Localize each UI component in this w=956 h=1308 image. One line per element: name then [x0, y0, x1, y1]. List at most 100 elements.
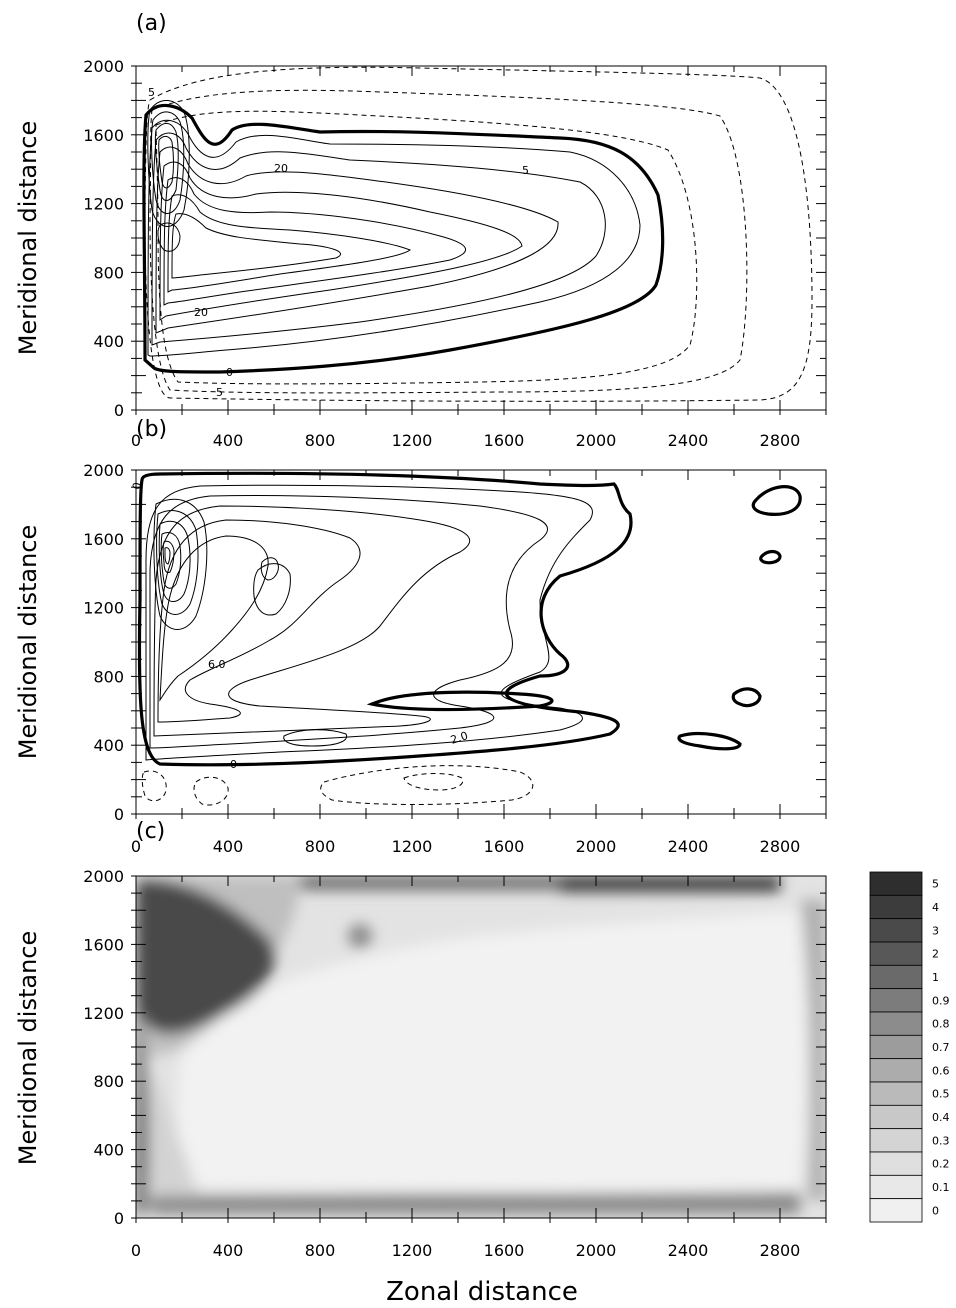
colorbar-swatch — [869, 871, 923, 896]
x-tick-label: 1600 — [484, 431, 525, 450]
colorbar-swatch — [869, 1058, 923, 1083]
panel-a-label: (a) — [136, 11, 167, 36]
colorbar-label: 0.4 — [932, 1111, 950, 1124]
colorbar-swatch — [869, 964, 923, 990]
y-tick-label: 1600 — [83, 530, 124, 549]
colorbar-label: 0.2 — [932, 1158, 950, 1171]
y-tick-label: 0 — [114, 401, 124, 420]
x-tick-label: 2000 — [576, 837, 617, 856]
x-tick-label: 1200 — [392, 1241, 433, 1260]
panel-a-ticks: 0 400 800 1200 1600 2000 2400 2800 0 400 800 1200 16… — [83, 57, 827, 450]
y-tick-label: 1600 — [83, 935, 124, 954]
x-tick-label: 2800 — [760, 431, 801, 450]
x-tick-label: 400 — [213, 431, 244, 450]
contour-label: 2.0 — [449, 729, 470, 747]
heatmap-region — [560, 876, 780, 892]
colorbar-swatch — [869, 988, 923, 1013]
x-tick-label: 2000 — [576, 1241, 617, 1260]
y-tick-label: 1200 — [83, 599, 124, 618]
panel-b: 0 6.0 2.0 0 0 400 800 1200 1600 2000 2400 2800 0… — [14, 417, 827, 856]
colorbar-label: 0.5 — [932, 1088, 950, 1101]
colorbar-label: 0.3 — [932, 1134, 950, 1147]
colorbar-swatch — [869, 1151, 923, 1176]
y-tick-label: 800 — [93, 263, 124, 282]
colorbar-label: 0 — [932, 1204, 939, 1217]
panel-b-contour-labels: 0 6.0 2.0 0 — [130, 481, 469, 771]
colorbar-swatch — [869, 1174, 923, 1200]
heatmap-region — [300, 876, 560, 890]
contour-label: 6.0 — [208, 658, 226, 671]
colorbar-label: 0.7 — [932, 1041, 950, 1054]
contour-label: 0 — [226, 366, 233, 379]
colorbar-label: 0.1 — [932, 1181, 950, 1194]
colorbar-swatch — [869, 1198, 923, 1223]
colorbar: 5 4 3 2 1 0.9 0.8 0.7 0.6 0.5 0.4 0.3 0.2 0.1 0 — [869, 871, 950, 1223]
x-tick-label: 2800 — [760, 837, 801, 856]
heatmap-region — [348, 924, 372, 948]
x-tick-label: 400 — [213, 1241, 244, 1260]
panel-b-frame — [135, 469, 827, 815]
colorbar-label: 0.9 — [932, 994, 950, 1007]
y-tick-label: 400 — [93, 1141, 124, 1160]
x-tick-label: 0 — [131, 837, 141, 856]
colorbar-swatch — [869, 894, 923, 920]
y-tick-label: 0 — [114, 805, 124, 824]
contour-label: 5 — [148, 86, 155, 99]
x-tick-label: 2000 — [576, 431, 617, 450]
x-tick-label: 1200 — [392, 431, 433, 450]
colorbar-label: 2 — [932, 948, 939, 961]
y-tick-label: 2000 — [83, 867, 124, 886]
panel-c: 0 400 800 1200 1600 2000 2400 28000400800120016… — [14, 819, 950, 1307]
y-tick-label: 400 — [93, 736, 124, 755]
contour-label: 20 — [274, 162, 288, 175]
panel-c-field — [136, 876, 826, 1218]
x-tick-label: 800 — [305, 837, 336, 856]
y-tick-label: 0 — [114, 1209, 124, 1228]
y-tick-label: 1200 — [83, 195, 124, 214]
contour-label: 0 — [230, 758, 237, 771]
contour-label: 20 — [194, 306, 208, 319]
y-tick-label: 1200 — [83, 1004, 124, 1023]
contour-label: 5 — [216, 386, 223, 399]
panel-b-label: (b) — [136, 417, 167, 442]
colorbar-label: 1 — [932, 971, 939, 984]
x-tick-label: 800 — [305, 1241, 336, 1260]
colorbar-swatch — [869, 1081, 923, 1106]
colorbar-swatch — [869, 941, 923, 966]
panel-c-label: (c) — [136, 819, 165, 844]
colorbar-swatch — [869, 1128, 923, 1153]
x-tick-label: 0 — [131, 1241, 141, 1260]
colorbar-swatch — [869, 1104, 923, 1130]
panel-a-contours — [142, 66, 813, 402]
panel-c-ylabel: Meridional distance — [14, 931, 42, 1166]
panel-a-contour-labels: 5 20 5 20 0 5 — [148, 86, 529, 399]
y-tick-label: 2000 — [83, 57, 124, 76]
colorbar-label: 4 — [932, 901, 939, 914]
x-tick-label: 2400 — [668, 837, 709, 856]
y-tick-label: 800 — [93, 667, 124, 686]
panel-c-ticks: 0 400 800 1200 1600 2000 2400 2800 0 400 800 1200 16… — [83, 867, 827, 1260]
panel-a-frame — [135, 65, 827, 411]
colorbar-label: 0.8 — [932, 1018, 950, 1031]
x-tick-label: 400 — [213, 837, 244, 856]
y-tick-label: 2000 — [83, 461, 124, 480]
heatmap-region — [136, 1040, 200, 1218]
x-tick-label: 1200 — [392, 837, 433, 856]
panel-b-contours — [137, 471, 802, 806]
x-tick-label: 0 — [131, 431, 141, 450]
panel-a-ylabel: Meridional distance — [14, 121, 42, 356]
heatmap-region — [177, 910, 807, 1194]
colorbar-label: 5 — [932, 878, 939, 891]
colorbar-label: 0.6 — [932, 1064, 950, 1077]
colorbar-swatch — [869, 1011, 923, 1036]
heatmap-region — [800, 900, 826, 1200]
heatmap-region — [136, 879, 275, 1034]
heatmap-region — [136, 1000, 149, 1218]
heatmap-region — [150, 1192, 800, 1214]
panel-b-ylabel: Meridional distance — [14, 525, 42, 760]
x-tick-label: 2400 — [668, 431, 709, 450]
y-tick-label: 800 — [93, 1072, 124, 1091]
x-tick-label: 800 — [305, 431, 336, 450]
colorbar-swatch — [869, 1034, 923, 1060]
